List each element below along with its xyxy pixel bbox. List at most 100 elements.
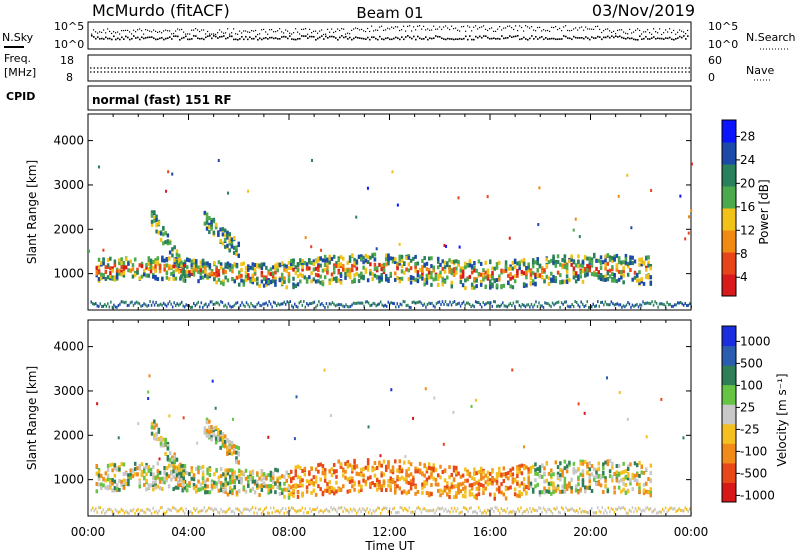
heatmap-cell: [423, 480, 426, 485]
heatmap-cell: [228, 486, 232, 491]
heatmap-cell: [353, 482, 356, 487]
sparse-cell: [433, 396, 436, 400]
ground-scatter-cell: [566, 304, 569, 308]
heatmap-cell: [326, 270, 329, 275]
ground-scatter-cell: [193, 301, 195, 305]
heatmap-cell: [190, 466, 194, 471]
ground-scatter-cell: [455, 303, 457, 307]
heatmap-cell: [205, 417, 209, 422]
heatmap-cell: [629, 462, 632, 467]
ground-scatter-cell: [609, 510, 611, 514]
heatmap-cell: [319, 280, 322, 285]
heatmap-cell: [525, 484, 528, 489]
nsky-point: [271, 36, 273, 39]
heatmap-cell: [475, 284, 478, 289]
heatmap-cell: [649, 463, 653, 468]
heatmap-cell: [425, 277, 429, 282]
ground-scatter-cell: [663, 509, 665, 513]
ground-scatter-cell: [289, 300, 292, 304]
ground-scatter-cell: [131, 300, 133, 304]
nsearch-point: [183, 31, 185, 33]
heatmap-cell: [303, 275, 307, 280]
heatmap-cell: [217, 268, 221, 273]
ground-scatter-cell: [376, 303, 379, 307]
ground-scatter-cell: [200, 509, 203, 513]
ground-scatter-cell: [595, 304, 598, 308]
heatmap-cell: [204, 266, 207, 271]
nsky-point: [207, 35, 209, 38]
ground-scatter-cell: [337, 506, 340, 510]
nsky-point: [311, 35, 313, 38]
ground-scatter-cell: [521, 303, 524, 307]
heatmap-cell: [563, 459, 567, 464]
heatmap-cell: [122, 265, 126, 270]
nsky-point: [223, 35, 225, 37]
nsky-point: [237, 38, 239, 41]
heatmap-cell: [522, 463, 526, 468]
heatmap-cell: [287, 265, 291, 270]
heatmap-cell: [143, 466, 146, 471]
heatmap-cell: [247, 475, 250, 480]
heatmap-cell: [436, 482, 440, 487]
heatmap-cell: [344, 267, 347, 272]
heatmap-cell: [265, 473, 268, 478]
heatmap-cell: [274, 490, 277, 495]
ground-scatter-cell: [352, 507, 355, 511]
heatmap-cell: [375, 487, 379, 492]
heatmap-cell: [285, 470, 288, 475]
heatmap-cell: [446, 261, 449, 266]
ground-scatter-cell: [361, 507, 364, 511]
nsky-left-tick-bottom: 10^0: [54, 38, 84, 51]
ground-scatter-cell: [551, 301, 554, 305]
nsearch-point: [617, 29, 619, 32]
heatmap-cell: [554, 276, 558, 281]
heatmap-cell: [111, 268, 114, 273]
heatmap-cell: [171, 247, 174, 252]
nave-right-tick-bottom: 0: [708, 71, 715, 84]
ground-scatter-cell: [316, 506, 319, 510]
ground-scatter-cell: [606, 302, 608, 306]
heatmap-cell: [507, 273, 510, 278]
ground-scatter-cell: [636, 509, 638, 513]
nsearch-point: [535, 30, 537, 32]
heatmap-cell: [529, 276, 533, 281]
heatmap-cell: [149, 262, 153, 267]
heatmap-cell: [235, 252, 238, 257]
heatmap-cell: [631, 487, 634, 492]
heatmap-cell: [260, 266, 264, 271]
ground-scatter-cell: [202, 305, 204, 309]
heatmap-cell: [262, 476, 266, 481]
nsearch-point: [429, 29, 431, 31]
nsky-point: [335, 37, 337, 39]
heatmap-cell: [586, 272, 589, 277]
heatmap-cell: [274, 265, 277, 270]
heatmap-cell: [346, 462, 350, 467]
heatmap-cell: [495, 265, 499, 270]
ground-scatter-cell: [357, 509, 359, 513]
nsky-point: [345, 35, 347, 38]
heatmap-cell: [256, 485, 259, 490]
ground-scatter-cell: [603, 511, 605, 515]
nsky-point: [347, 38, 349, 40]
ground-scatter-cell: [266, 303, 269, 307]
heatmap-cell: [604, 262, 607, 267]
heatmap-cell: [97, 277, 101, 282]
heatmap-cell: [219, 445, 222, 450]
heatmap-cell: [484, 480, 487, 485]
heatmap-cell: [452, 267, 456, 272]
heatmap-cell: [183, 479, 187, 484]
nsky-point: [669, 36, 671, 39]
heatmap-cell: [624, 475, 628, 480]
ground-scatter-cell: [171, 506, 174, 510]
heatmap-cell: [154, 264, 157, 269]
nsearch-point: [511, 27, 513, 29]
ground-scatter-cell: [140, 304, 142, 308]
heatmap-cell: [199, 465, 203, 470]
y-tick-label: 1000: [53, 267, 84, 281]
sparse-cell: [147, 397, 150, 401]
nsky-point: [493, 37, 495, 40]
ground-scatter-cell: [358, 507, 361, 511]
heatmap-cell: [97, 264, 101, 269]
heatmap-cell: [242, 282, 246, 287]
ground-scatter-cell: [678, 301, 680, 305]
